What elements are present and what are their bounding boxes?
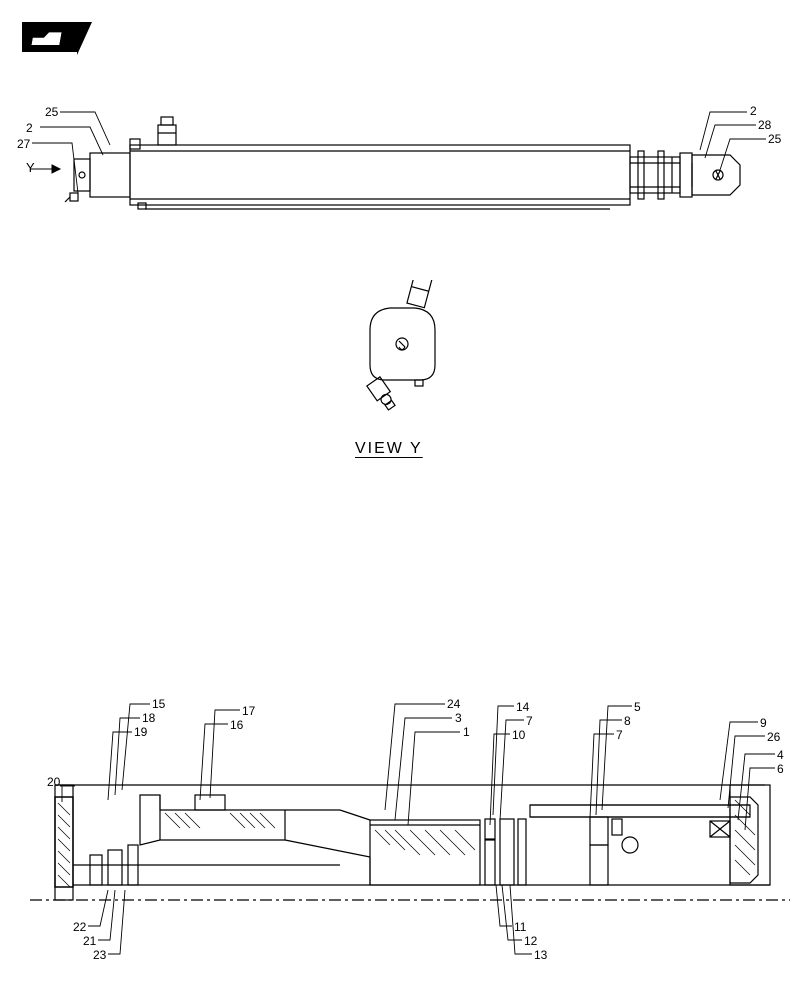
callout-7a: 7 [526, 714, 533, 728]
callout-28: 28 [758, 118, 771, 132]
callout-11: 11 [514, 920, 526, 934]
callout-8: 8 [624, 714, 631, 728]
callout-14: 14 [516, 700, 529, 714]
callout-2a: 2 [26, 121, 33, 135]
view-y-label: VIEW Y [355, 440, 423, 458]
callout-25b: 25 [768, 132, 781, 146]
callout-2b: 2 [750, 104, 757, 118]
cylinder-end-view [330, 280, 480, 430]
callout-9: 9 [760, 716, 767, 730]
callout-3: 3 [455, 711, 462, 725]
callout-7b: 7 [616, 728, 623, 742]
callout-5: 5 [634, 700, 641, 714]
callout-20: 20 [47, 775, 60, 789]
callout-4: 4 [777, 748, 784, 762]
callout-16: 16 [230, 718, 243, 732]
callout-26: 26 [767, 730, 780, 744]
callout-22: 22 [73, 920, 86, 934]
callout-19: 19 [134, 725, 147, 739]
callout-25a: 25 [45, 105, 58, 119]
callout-18: 18 [142, 711, 155, 725]
callout-17: 17 [242, 704, 255, 718]
callout-13: 13 [534, 948, 547, 962]
callout-21: 21 [83, 934, 96, 948]
callout-6: 6 [777, 762, 784, 776]
callout-12: 12 [524, 934, 537, 948]
callout-24: 24 [447, 697, 460, 711]
callout-15: 15 [152, 697, 165, 711]
callout-lines-bottom [0, 690, 812, 970]
callout-10: 10 [512, 728, 525, 742]
callout-lines-top [0, 0, 812, 250]
callout-27: 27 [17, 137, 30, 151]
callout-23: 23 [93, 948, 106, 962]
callout-1: 1 [463, 725, 470, 739]
